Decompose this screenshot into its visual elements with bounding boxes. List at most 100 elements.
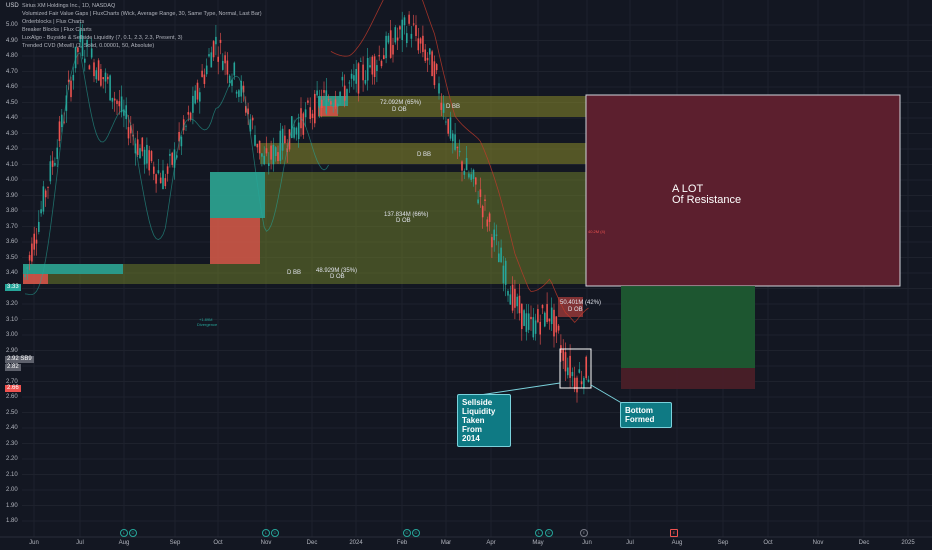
candle-body [148, 150, 150, 171]
candle-body [102, 77, 104, 80]
event-marker-7[interactable]: L [535, 529, 543, 537]
candle-body [311, 113, 314, 119]
event-marker-9[interactable]: E [580, 529, 588, 537]
zone-ob-low-bull [23, 264, 123, 274]
candle-body [293, 127, 295, 138]
y-tick-label: 4.30 [6, 130, 18, 137]
sellside-line-5: 2014 [462, 434, 480, 443]
candle-body [498, 253, 500, 263]
candle-body [406, 33, 408, 44]
candle-body [401, 19, 403, 41]
event-marker-10[interactable]: E [670, 529, 678, 537]
candle-body [44, 190, 47, 198]
x-tick-label: Jun [29, 540, 39, 546]
candle-body [274, 147, 277, 157]
candle-body [26, 267, 29, 270]
event-marker-1[interactable]: L [120, 529, 128, 537]
event-marker-8[interactable]: D [545, 529, 553, 537]
candle-body [507, 290, 509, 296]
candle-body [261, 153, 263, 157]
candle-body [463, 170, 466, 175]
zone-ob-low-bear [23, 274, 48, 284]
candle-body [88, 65, 91, 70]
zone-bb-mid [260, 143, 593, 164]
bb-mid-label: D BB [417, 152, 432, 158]
candle-body [42, 186, 45, 212]
legend-indicator-fvg[interactable]: Volumized Fair Value Gaps | FluxCharts (… [22, 11, 262, 17]
candle-body [580, 381, 583, 385]
bottom-note[interactable]: Bottom Formed [620, 402, 672, 428]
candle-body [481, 206, 484, 218]
candle-body [523, 310, 525, 326]
candle-body [389, 30, 392, 58]
candle-body [166, 166, 169, 174]
sellside-note[interactable]: Sellside Liquidity Taken From 2014 [457, 394, 511, 447]
candle-body [302, 113, 305, 135]
candle-body [394, 27, 397, 43]
y-tick-label: 3.20 [6, 301, 18, 307]
legend-symbol[interactable]: Sirius XM Holdings Inc., 1D, NASDAQ [22, 3, 116, 9]
candle-body [433, 61, 436, 86]
candle-body [550, 307, 553, 325]
candle-body [353, 75, 355, 81]
candle-body [247, 108, 249, 115]
candle-body [546, 304, 548, 322]
candle-body [143, 149, 146, 165]
candle-body [567, 367, 569, 376]
legend-indicator-breakers[interactable]: Breaker Blocks | Flux Charts [22, 27, 92, 33]
zone-ob-top [318, 96, 593, 117]
y-tick-label: 4.90 [6, 37, 18, 44]
candle-body [141, 137, 144, 152]
candle-body [521, 303, 523, 330]
x-tick-label: Oct [213, 540, 223, 546]
candle-body [63, 121, 65, 123]
event-marker-2[interactable]: D [129, 529, 137, 537]
bb-low-label: D BB [287, 270, 302, 276]
zone-ob-big-bear [210, 218, 260, 264]
legend-indicator-orderblocks[interactable]: Orderblocks | Flux Charts [22, 19, 85, 25]
tiny-label-right: 40.2M (4) [588, 229, 606, 234]
candle-body [442, 103, 445, 113]
candle-body [527, 313, 530, 330]
candle-body [576, 377, 578, 393]
candle-body [364, 80, 367, 84]
candle-body [157, 170, 160, 174]
candle-body [109, 75, 111, 101]
candle-body [235, 91, 238, 94]
candle-body [272, 144, 275, 165]
x-tick-label: Jun [582, 540, 592, 546]
event-marker-5[interactable]: D [403, 529, 411, 537]
candle-body [514, 288, 516, 308]
candle-body [187, 112, 190, 115]
candle-body [355, 68, 357, 84]
candle-body [415, 25, 417, 37]
candle-body [424, 49, 426, 61]
y-tick-label: 4.20 [6, 146, 18, 152]
candle-body [240, 80, 242, 97]
y-tick-label: 2.30 [6, 440, 18, 447]
candle-body [281, 128, 284, 151]
price-tag-gray-2: 2.82 [5, 364, 21, 371]
candle-body [571, 371, 574, 377]
candle-body [537, 309, 539, 323]
legend-indicator-cvd[interactable]: Trended CVD (Mxwll) (1, Solid, 0.00001, … [22, 43, 155, 49]
legend-indicator-liquidity[interactable]: LuxAlgo - Buyside & Sellside Liquidity (… [22, 35, 183, 41]
candle-body [360, 60, 362, 62]
candle-body [323, 90, 325, 93]
event-marker-4[interactable]: D [271, 529, 279, 537]
candle-body [265, 148, 268, 154]
candle-body [155, 174, 157, 184]
candle-body [484, 199, 486, 201]
event-marker-3[interactable]: L [262, 529, 270, 537]
candle-body [330, 101, 332, 105]
y-tick-label: 1.80 [6, 518, 18, 524]
ob-big-volume: 137.834M (66%) [384, 212, 429, 218]
zone-ob-big-bull [210, 172, 265, 218]
candle-body [47, 187, 49, 188]
y-tick-label: 2.40 [6, 425, 18, 431]
candle-body [435, 64, 438, 71]
candle-body [233, 62, 236, 76]
event-marker-6[interactable]: D [412, 529, 420, 537]
candle-body [194, 90, 196, 104]
